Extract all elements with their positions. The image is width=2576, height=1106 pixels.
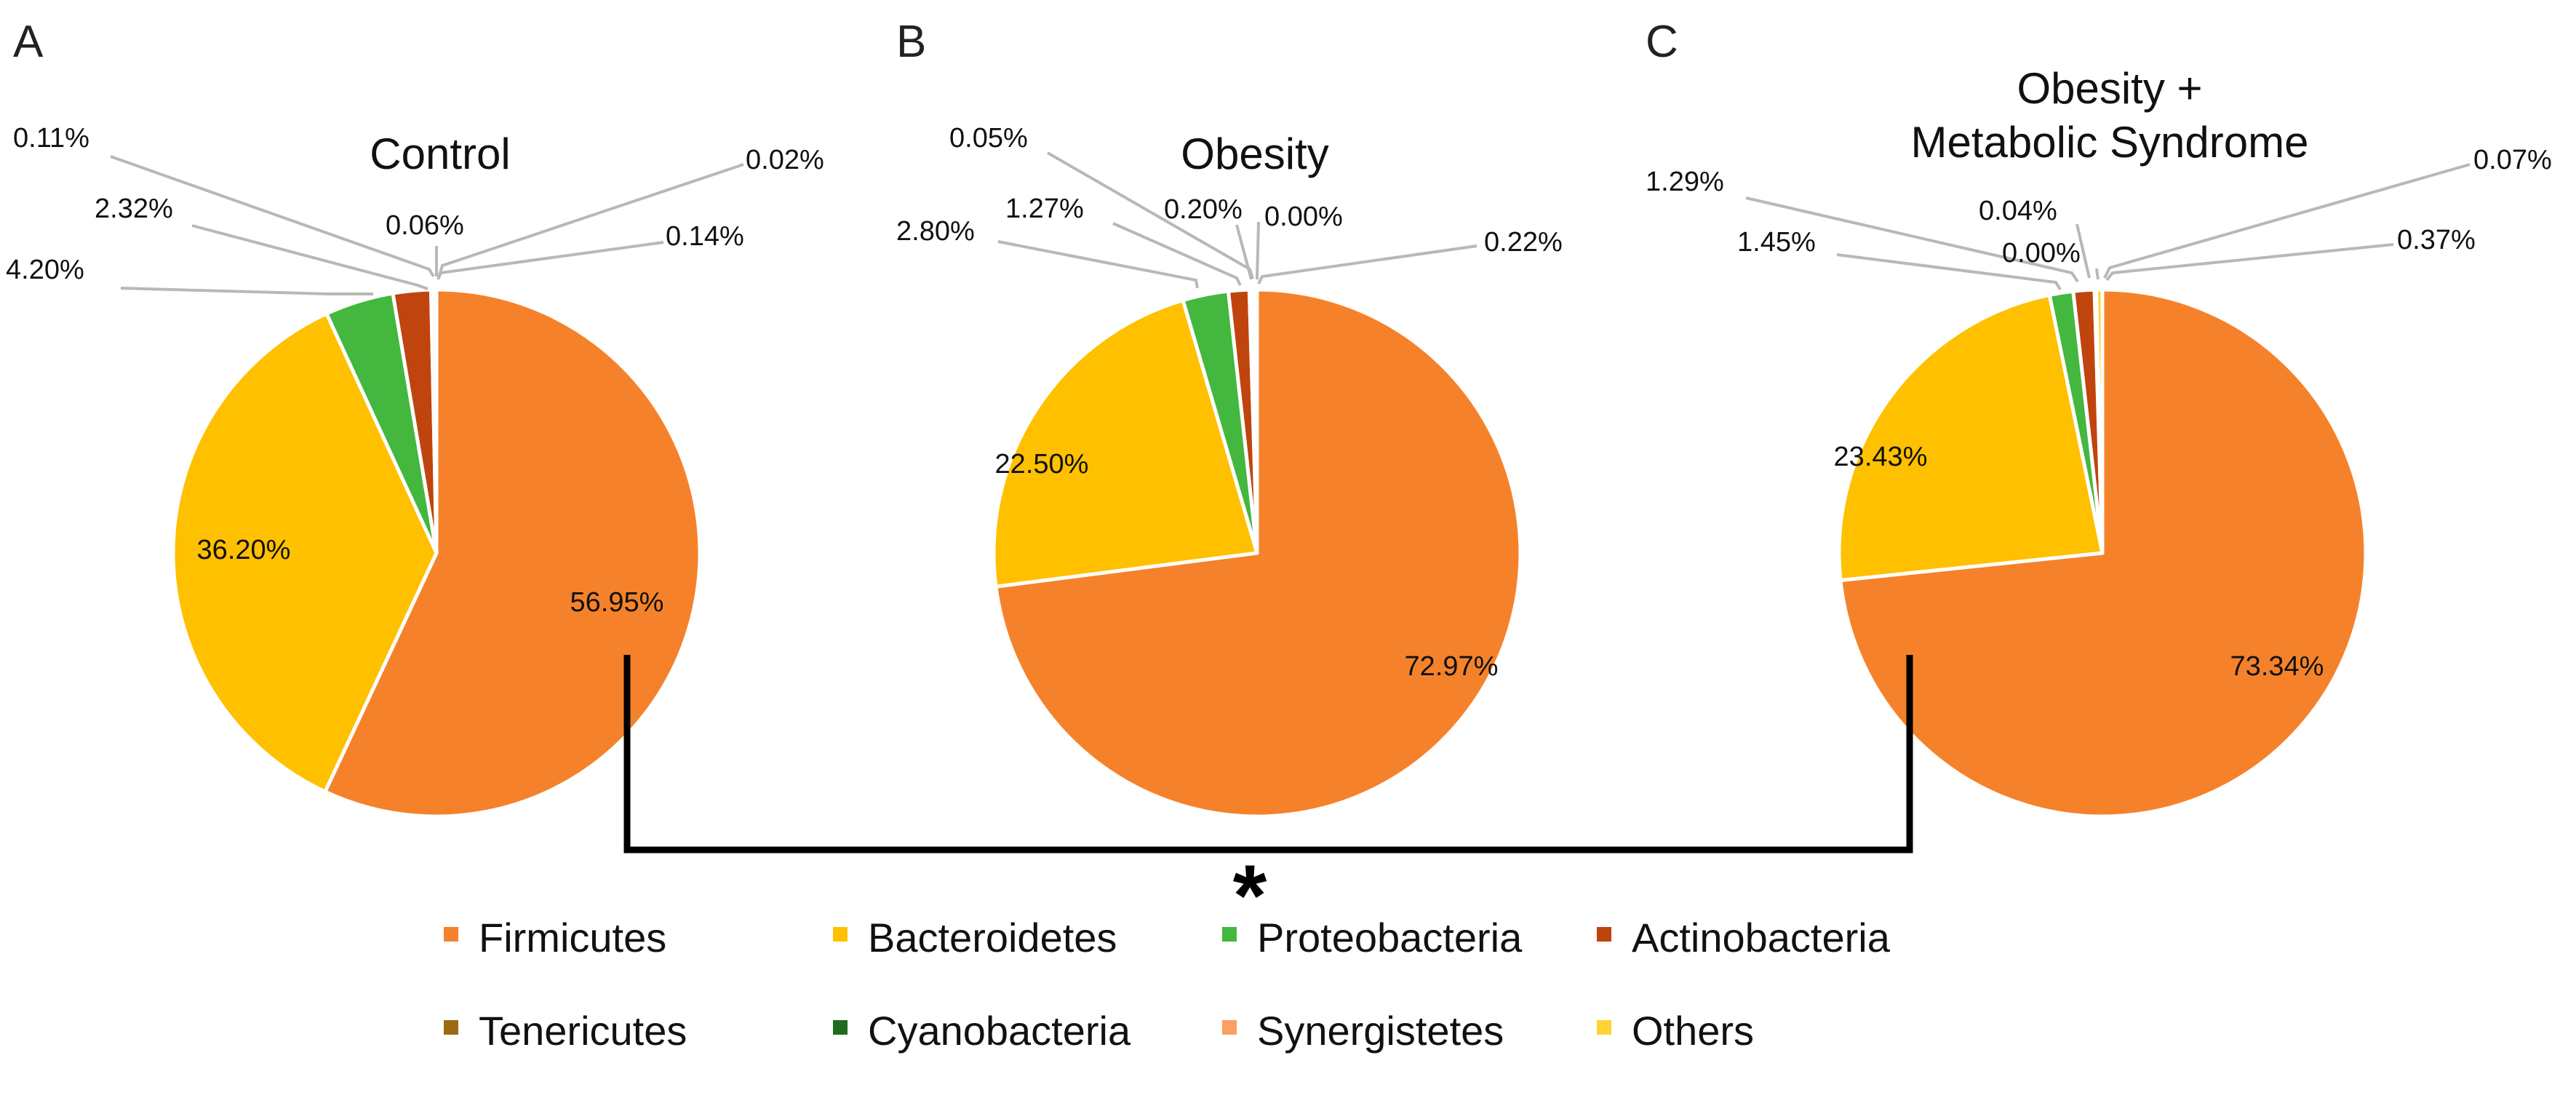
bracket-line (623, 655, 1913, 854)
data-label-cyanobacteria: 0.20% (1164, 194, 1243, 225)
leader-line-proteobacteria (120, 287, 373, 295)
pie-slice-bacteroidetes (1837, 293, 2105, 583)
pie-panels: A Control 56.95% 36.20% 4.20% 2.32% 0.11% 0.06%… (6, 17, 2552, 819)
significance-bracket: * (623, 655, 1913, 944)
legend: Firmicutes Bacteroidetes Proteobacteria Act… (444, 915, 1891, 1054)
legend-swatch (1222, 1020, 1237, 1035)
chart-title: Obesity + Metabolic Syndrome (1911, 64, 2309, 167)
significance-asterisk: * (1233, 847, 1267, 944)
legend-label: Others (1632, 1008, 1754, 1054)
legend-item-firmicutes: Firmicutes (444, 915, 666, 960)
pie-slice-firmicutes (323, 287, 702, 819)
leader-line-cyanobacteria (2095, 268, 2100, 280)
legend-label: Actinobacteria (1632, 915, 1891, 960)
data-label-others: 0.22% (1484, 227, 1563, 258)
data-label-cyanobacteria: 0.00% (2002, 238, 2081, 268)
data-label-others: 0.14% (666, 221, 744, 252)
leader-line-others (2105, 243, 2394, 282)
data-label-bacteroidetes: 22.50% (995, 449, 1089, 480)
data-label-firmicutes: 56.95% (570, 587, 664, 618)
leader-line-actinobacteria (191, 224, 428, 290)
pie-slices (1837, 287, 2368, 819)
legend-swatch (833, 1020, 848, 1035)
legend-swatch (1597, 1020, 1611, 1035)
legend-item-proteobacteria: Proteobacteria (1222, 915, 1523, 960)
data-label-proteobacteria: 1.45% (1737, 227, 1816, 258)
data-label-proteobacteria: 2.80% (896, 216, 975, 247)
legend-item-actinobacteria: Actinobacteria (1597, 915, 1891, 960)
leader-line-synergistetes (2103, 163, 2471, 279)
data-label-proteobacteria: 4.20% (6, 255, 84, 285)
legend-label: Bacteroidetes (868, 915, 1117, 960)
chart-title: Control (370, 130, 510, 178)
legend-label: Proteobacteria (1257, 915, 1523, 960)
leader-line-tenericutes (110, 155, 435, 278)
pie-slice-others (432, 287, 439, 555)
legend-item-cyanobacteria: Cyanobacteria (833, 1008, 1131, 1054)
pie-panel-b: B Obesity 72.97% 22.50% 2.80% 1.27% 0.05% 0.20%… (896, 17, 1563, 819)
data-label-firmicutes: 73.34% (2230, 651, 2324, 682)
leader-line-others (1257, 244, 1478, 285)
data-label-bacteroidetes: 23.43% (1834, 442, 1928, 472)
data-label-others: 0.37% (2397, 225, 2476, 255)
legend-label: Tenericutes (479, 1008, 687, 1054)
leader-line-tenericutes (2075, 223, 2091, 279)
leader-line-proteobacteria (997, 240, 1199, 289)
legend-label: Synergistetes (1257, 1008, 1504, 1054)
data-label-tenericutes: 0.11% (13, 123, 89, 154)
panel-letter: A (13, 17, 44, 67)
data-label-actinobacteria: 1.29% (1646, 167, 1724, 197)
legend-item-bacteroidetes: Bacteroidetes (833, 915, 1117, 960)
pie-panel-c: C Obesity + Metabolic Syndrome 73.34% 23.43%… (1646, 17, 2552, 819)
panel-letter: C (1646, 17, 1678, 67)
data-label-cyanobacteria: 0.06% (386, 210, 464, 241)
data-label-tenericutes: 0.05% (949, 123, 1028, 154)
chart-title: Obesity (1181, 130, 1328, 178)
panel-letter: B (896, 17, 926, 67)
leader-line-actinobacteria (1745, 196, 2079, 283)
leader-line-synergistetes (1256, 221, 1260, 280)
pie-slice-others (1251, 287, 1259, 555)
legend-label: Firmicutes (479, 915, 666, 960)
legend-swatch (444, 1020, 458, 1035)
legend-swatch (1597, 927, 1611, 942)
pie-slice-others (2094, 287, 2105, 555)
legend-item-tenericutes: Tenericutes (444, 1008, 687, 1054)
leader-line-proteobacteria (1836, 253, 2062, 291)
legend-swatch (833, 927, 848, 942)
data-label-actinobacteria: 1.27% (1005, 194, 1084, 224)
legend-swatch (1222, 927, 1237, 942)
pie-slices (171, 287, 702, 819)
leader-line-others (436, 241, 664, 280)
leader-line-actinobacteria (1112, 222, 1242, 286)
data-label-synergistetes: 0.02% (746, 145, 824, 175)
data-label-bacteroidetes: 36.20% (197, 535, 291, 565)
pie-slice-bacteroidetes (171, 311, 439, 794)
pie-slices (992, 287, 1523, 819)
data-label-tenericutes: 0.04% (1979, 196, 2057, 226)
legend-label: Cyanobacteria (868, 1008, 1131, 1054)
pie-slice-bacteroidetes (992, 298, 1259, 589)
legend-item-synergistetes: Synergistetes (1222, 1008, 1504, 1054)
leader-line-cyanobacteria (1235, 224, 1253, 280)
legend-swatch (444, 927, 458, 942)
data-label-firmicutes: 72.97% (1405, 651, 1499, 682)
data-label-synergistetes: 0.07% (2473, 145, 2552, 175)
data-label-synergistetes: 0.00% (1264, 202, 1343, 232)
legend-item-others: Others (1597, 1008, 1754, 1054)
pie-panel-a: A Control 56.95% 36.20% 4.20% 2.32% 0.11% 0.06%… (6, 17, 824, 819)
data-label-actinobacteria: 2.32% (95, 194, 173, 224)
